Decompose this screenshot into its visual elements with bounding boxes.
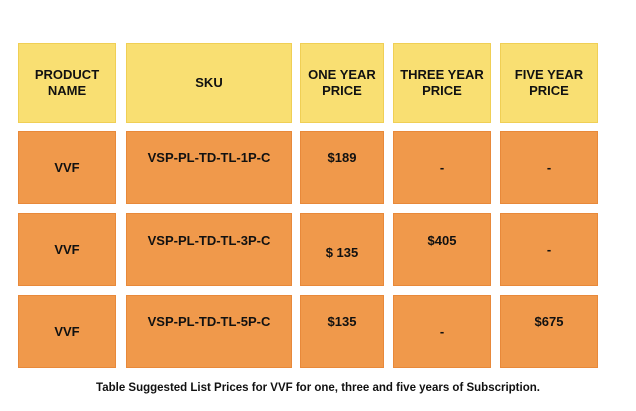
row1-sku: VSP-PL-TD-TL-1P-C [126, 131, 292, 204]
row2-sku: VSP-PL-TD-TL-3P-C [126, 213, 292, 286]
header-sku-label: SKU [195, 75, 223, 90]
row2-product-name: VVF [18, 213, 116, 286]
header-one-year-line1: ONE YEAR [308, 67, 376, 82]
header-one-year-line2: PRICE [322, 83, 362, 98]
row1-one-year-price: $189 [300, 131, 384, 204]
header-one-year-price: ONE YEAR PRICE [300, 43, 384, 123]
row3-three-year-price: - [393, 295, 491, 368]
header-five-year-line2: PRICE [529, 83, 569, 98]
row2-three-year-price: $405 [393, 213, 491, 286]
table-caption: Table Suggested List Prices for VVF for … [96, 382, 540, 394]
header-product-name-line1: PRODUCT [34, 67, 100, 82]
row2-five-year-price: - [500, 213, 598, 286]
row3-product-name: VVF [18, 295, 116, 368]
row1-product-name: VVF [18, 131, 116, 204]
header-sku: SKU [126, 43, 292, 123]
header-three-year-line2: PRICE [422, 83, 462, 98]
row1-three-year-price: - [393, 131, 491, 204]
row3-sku: VSP-PL-TD-TL-5P-C [126, 295, 292, 368]
row3-five-year-price: $675 [500, 295, 598, 368]
row2-one-year-price: $ 135 [300, 213, 384, 286]
row1-five-year-price: - [500, 131, 598, 204]
row3-one-year-price: $135 [300, 295, 384, 368]
header-product-name: PRODUCT NAME [18, 43, 116, 123]
header-three-year-line1: THREE YEAR [400, 67, 484, 82]
header-three-year-price: THREE YEAR PRICE [393, 43, 491, 123]
header-five-year-line1: FIVE YEAR [514, 67, 584, 82]
header-five-year-price: FIVE YEAR PRICE [500, 43, 598, 123]
header-product-name-line2: NAME [47, 83, 87, 98]
